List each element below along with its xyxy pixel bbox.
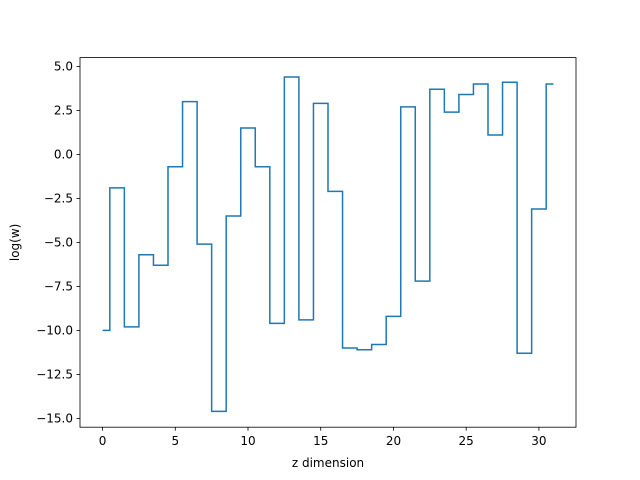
y-tick-label: −5.0 [44, 236, 73, 250]
y-tick-label: −12.5 [36, 368, 73, 382]
x-tick-label: 25 [459, 434, 474, 448]
y-axis-label: log(w) [8, 224, 22, 261]
x-tick-label: 15 [313, 434, 328, 448]
y-tick-label: −10.0 [36, 324, 73, 338]
series-line-0 [102, 76, 554, 413]
y-tick-label: −7.5 [44, 280, 73, 294]
x-tick-label: 20 [386, 434, 401, 448]
plot-area [102, 76, 554, 413]
x-tick-label: 5 [171, 434, 179, 448]
y-tick-label: 5.0 [54, 60, 73, 74]
x-tick-label: 0 [99, 434, 107, 448]
y-tick-label: 2.5 [54, 104, 73, 118]
y-tick-label: 0.0 [54, 148, 73, 162]
y-tick-label: −15.0 [36, 412, 73, 426]
x-axis-label: z dimension [292, 456, 364, 470]
y-axis: −15.0 −12.5 −10.0 −7.5 −5.0 −2.5 0.0 2.5 5.0 [36, 60, 80, 426]
y-tick-label: −2.5 [44, 192, 73, 206]
x-tick-label: 30 [531, 434, 546, 448]
x-tick-label: 10 [240, 434, 255, 448]
x-axis: 0 5 10 15 20 25 30 [99, 427, 547, 448]
